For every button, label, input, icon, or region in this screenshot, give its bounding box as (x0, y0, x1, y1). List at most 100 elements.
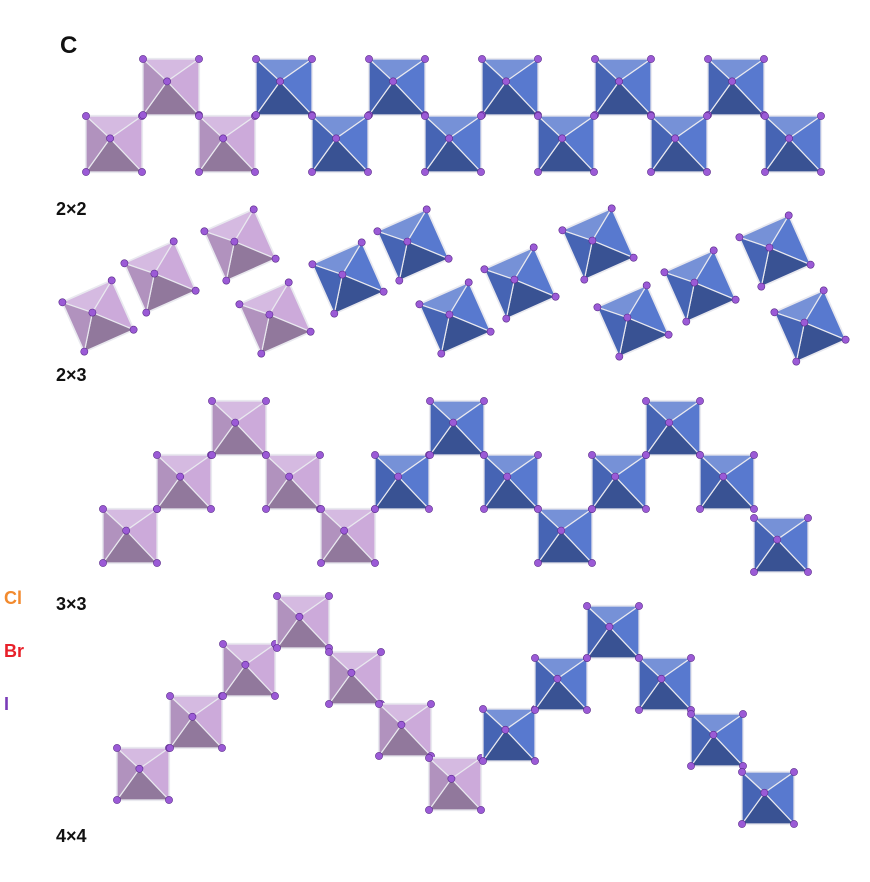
halide-atom (551, 292, 560, 301)
halide-atom (188, 712, 197, 721)
halide-atom (765, 243, 774, 252)
octahedron (593, 281, 673, 361)
halide-atom (365, 55, 373, 63)
octahedron-face-left (591, 453, 616, 511)
halide-atom (208, 451, 216, 459)
octahedron (325, 648, 385, 708)
halide-atom (308, 55, 316, 63)
octahedron-face-left (663, 271, 696, 324)
halide-atom (480, 505, 488, 513)
halide-atom (750, 514, 758, 522)
octahedron (195, 112, 259, 176)
halide-atom (142, 308, 151, 317)
halide-atom (447, 774, 456, 783)
halide-atom (502, 314, 511, 323)
halide-atom (558, 226, 567, 235)
halide-atom (682, 317, 691, 326)
halide-atom (502, 77, 510, 86)
halide-atom (252, 111, 260, 119)
octahedron-face-left (211, 399, 236, 457)
halide-atom (262, 397, 270, 405)
octahedron-face-left (378, 702, 403, 758)
octahedron-face-left (596, 306, 629, 359)
octahedron (591, 55, 655, 119)
octahedron-face-left (650, 114, 676, 174)
octahedron (99, 505, 161, 567)
halide-atom (395, 276, 404, 285)
halide-atom (449, 418, 458, 427)
halide-atom (106, 134, 114, 143)
octahedron (262, 451, 324, 513)
halide-atom (623, 313, 632, 322)
halide-atom (80, 347, 89, 356)
halide-atom (819, 286, 828, 295)
halide-atom (580, 275, 589, 284)
halide-atom (169, 237, 178, 246)
octahedron (200, 205, 280, 285)
legend-cl: Cl (4, 588, 22, 608)
halide-atom (129, 325, 138, 334)
halide-atom (642, 397, 650, 405)
halide-atom (425, 754, 433, 762)
halide-atom (503, 472, 512, 481)
halide-atom (687, 762, 695, 770)
halide-atom (709, 246, 718, 255)
halide-atom (421, 55, 429, 63)
halide-atom (82, 168, 90, 176)
halide-atom (271, 692, 279, 700)
halide-atom (308, 260, 317, 269)
halide-atom (529, 243, 538, 252)
halide-atom (790, 820, 798, 828)
halide-atom (728, 77, 736, 86)
halide-atom (761, 112, 769, 120)
octahedron (317, 505, 379, 567)
halide-atom (588, 505, 596, 513)
halide-atom (153, 559, 161, 567)
halide-atom (647, 55, 655, 63)
octahedron (534, 112, 598, 176)
halide-atom (340, 526, 349, 535)
halide-atom (139, 111, 147, 119)
octahedron (308, 238, 388, 318)
halide-atom (750, 451, 758, 459)
halide-atom (166, 692, 174, 700)
octahedron (371, 451, 433, 513)
octahedron-face-left (638, 656, 663, 712)
halide-atom (479, 757, 487, 765)
halide-atom (703, 168, 711, 176)
octahedron-face-left (169, 694, 194, 750)
halide-atom (703, 112, 711, 120)
halide-atom (375, 700, 383, 708)
halide-atom (389, 77, 397, 86)
octahedron-face-left (483, 268, 516, 321)
halide-atom (731, 295, 740, 304)
octahedron (415, 278, 495, 358)
octahedron-face-left (699, 453, 724, 511)
halide-atom (583, 602, 591, 610)
halide-atom (534, 559, 542, 567)
octahedron (583, 602, 643, 662)
halide-atom (99, 505, 107, 513)
halide-atom (249, 205, 258, 214)
halide-atom (276, 77, 284, 86)
legend-br: Br (4, 641, 25, 661)
octahedron-face-left (418, 303, 451, 356)
octahedron (480, 451, 542, 513)
halide-atom (316, 451, 324, 459)
halide-atom (364, 168, 372, 176)
halide-atom (735, 233, 744, 242)
halide-atom (421, 168, 429, 176)
halide-atom (696, 397, 704, 405)
halide-atom (426, 451, 434, 459)
panel-letter: C (60, 32, 78, 59)
legend-i: I (4, 694, 10, 714)
halide-atom (615, 77, 623, 86)
halide-atom (120, 259, 129, 268)
octahedron (82, 112, 146, 176)
halide-atom (122, 526, 131, 535)
octahedron (219, 640, 279, 700)
halide-atom (82, 112, 90, 120)
octahedron (761, 112, 825, 176)
octahedron (113, 744, 173, 804)
octahedron (139, 55, 203, 119)
